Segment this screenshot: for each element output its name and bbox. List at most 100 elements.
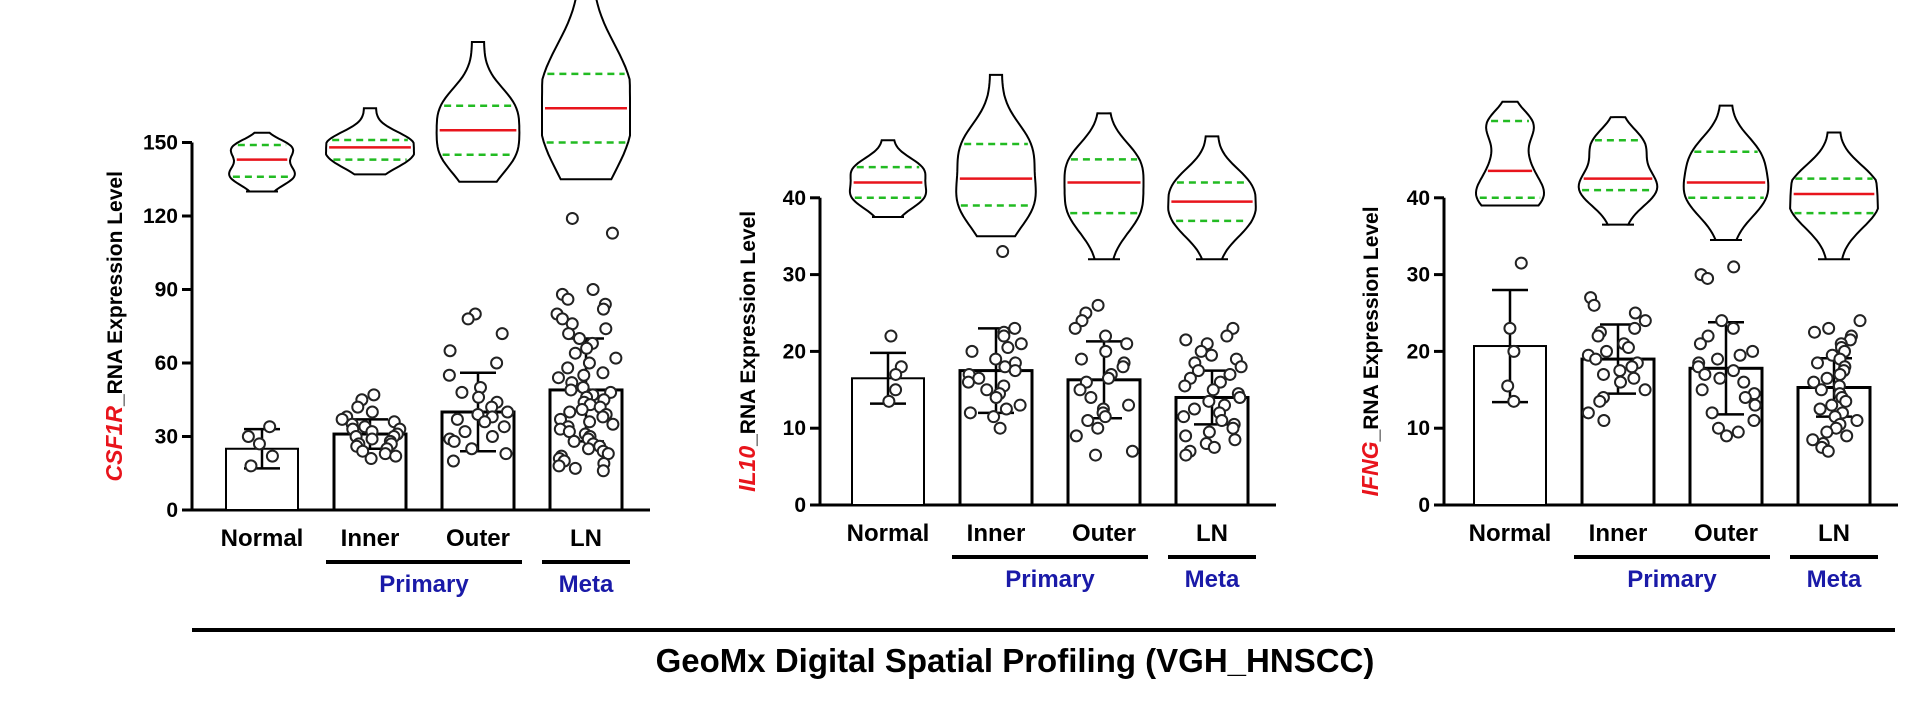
data-point bbox=[1008, 364, 1022, 378]
data-point bbox=[1099, 344, 1113, 358]
data-point bbox=[1695, 383, 1709, 397]
data-point bbox=[996, 245, 1010, 259]
data-point bbox=[1711, 421, 1725, 435]
data-point bbox=[1628, 321, 1642, 335]
data-point bbox=[1014, 337, 1028, 351]
y-axis-label-suffix: _RNA Expression Level bbox=[1360, 206, 1383, 442]
data-point bbox=[1073, 383, 1087, 397]
data-point bbox=[1731, 425, 1745, 439]
data-point bbox=[1215, 414, 1229, 428]
category-label-inner: Inner bbox=[341, 525, 400, 552]
y-axis-label-suffix: _RNA Expression Level bbox=[737, 211, 760, 447]
data-point bbox=[999, 402, 1013, 416]
violin-ln bbox=[1789, 131, 1879, 261]
data-point bbox=[478, 415, 492, 429]
data-point bbox=[1726, 364, 1740, 378]
data-point bbox=[586, 283, 600, 296]
data-point bbox=[1177, 410, 1191, 424]
data-point bbox=[265, 449, 279, 463]
group-label-primary: Primary bbox=[1627, 566, 1717, 593]
data-point bbox=[365, 432, 379, 446]
data-point bbox=[1125, 444, 1139, 458]
data-point bbox=[972, 371, 986, 385]
data-point bbox=[1178, 379, 1192, 393]
data-point bbox=[1715, 314, 1729, 328]
data-point bbox=[564, 383, 578, 397]
gene-name: IFNG bbox=[1357, 441, 1383, 496]
data-point bbox=[1122, 398, 1136, 412]
violin-inner bbox=[1577, 116, 1659, 226]
data-point bbox=[1737, 375, 1751, 389]
category-label-outer: Outer bbox=[1072, 520, 1136, 547]
data-point bbox=[963, 406, 977, 420]
data-point bbox=[1589, 352, 1603, 366]
data-point bbox=[1727, 260, 1741, 274]
y-tick-label: 30 bbox=[1407, 264, 1430, 287]
data-point bbox=[555, 312, 569, 326]
data-point bbox=[565, 211, 579, 225]
data-point bbox=[1840, 429, 1854, 443]
data-point bbox=[1813, 402, 1827, 416]
y-axis-label: IFNG_RNA Expression Level bbox=[1357, 206, 1383, 496]
data-point bbox=[1747, 414, 1761, 428]
data-point bbox=[1853, 314, 1867, 328]
violin-outer bbox=[1682, 104, 1770, 242]
group-label-primary: Primary bbox=[379, 571, 469, 598]
y-tick-label: 40 bbox=[783, 187, 806, 210]
data-point bbox=[606, 417, 620, 431]
data-point bbox=[1839, 394, 1853, 408]
data-point bbox=[252, 437, 266, 451]
category-label-outer: Outer bbox=[1694, 520, 1758, 547]
data-point bbox=[1101, 371, 1115, 385]
category-label-normal: Normal bbox=[221, 525, 304, 552]
category-label-ln: LN bbox=[570, 525, 602, 552]
data-point bbox=[583, 415, 597, 429]
data-point bbox=[367, 388, 381, 402]
data-point bbox=[1099, 329, 1113, 343]
data-point bbox=[1233, 390, 1247, 404]
data-point bbox=[577, 368, 591, 382]
data-point bbox=[450, 412, 464, 426]
data-point bbox=[1698, 367, 1712, 381]
data-point bbox=[1202, 394, 1216, 408]
data-point bbox=[1850, 414, 1864, 428]
data-point bbox=[1746, 344, 1760, 358]
data-point bbox=[1001, 341, 1015, 355]
data-point bbox=[567, 434, 581, 448]
y-axis-label-suffix: _RNA Expression Level bbox=[104, 171, 127, 407]
data-point bbox=[1204, 348, 1218, 362]
group-label-meta: Meta bbox=[1185, 566, 1240, 593]
violin-inner bbox=[955, 73, 1037, 238]
data-point bbox=[1069, 429, 1083, 443]
violin-ln bbox=[541, 0, 631, 181]
data-point bbox=[1693, 337, 1707, 351]
data-point bbox=[495, 327, 509, 341]
chart-panel-csf1r: 0 30 60 90 120 150 CSF1R_RNA Expression Level N… bbox=[101, 0, 650, 598]
data-point bbox=[1179, 448, 1193, 462]
data-point bbox=[1226, 421, 1240, 435]
data-point bbox=[1807, 375, 1821, 389]
data-point bbox=[551, 371, 565, 385]
y-tick-label: 20 bbox=[783, 340, 806, 363]
data-point bbox=[1726, 321, 1740, 335]
violin-normal bbox=[848, 139, 928, 218]
data-point bbox=[552, 459, 566, 473]
data-point bbox=[1220, 329, 1234, 343]
violin-normal bbox=[1474, 100, 1546, 207]
data-point bbox=[446, 454, 460, 468]
data-point bbox=[1581, 406, 1595, 420]
data-point bbox=[596, 464, 610, 478]
data-point bbox=[987, 410, 1001, 424]
data-point bbox=[1081, 414, 1095, 428]
data-point bbox=[1738, 390, 1752, 404]
data-point bbox=[499, 447, 513, 461]
data-point bbox=[1748, 398, 1762, 412]
y-tick-label: 60 bbox=[155, 352, 178, 375]
data-point bbox=[563, 405, 577, 419]
data-point bbox=[884, 329, 898, 343]
data-point bbox=[1507, 344, 1521, 358]
data-point bbox=[1822, 321, 1836, 335]
data-point bbox=[378, 447, 392, 461]
data-point bbox=[1202, 425, 1216, 439]
data-point bbox=[365, 405, 379, 419]
